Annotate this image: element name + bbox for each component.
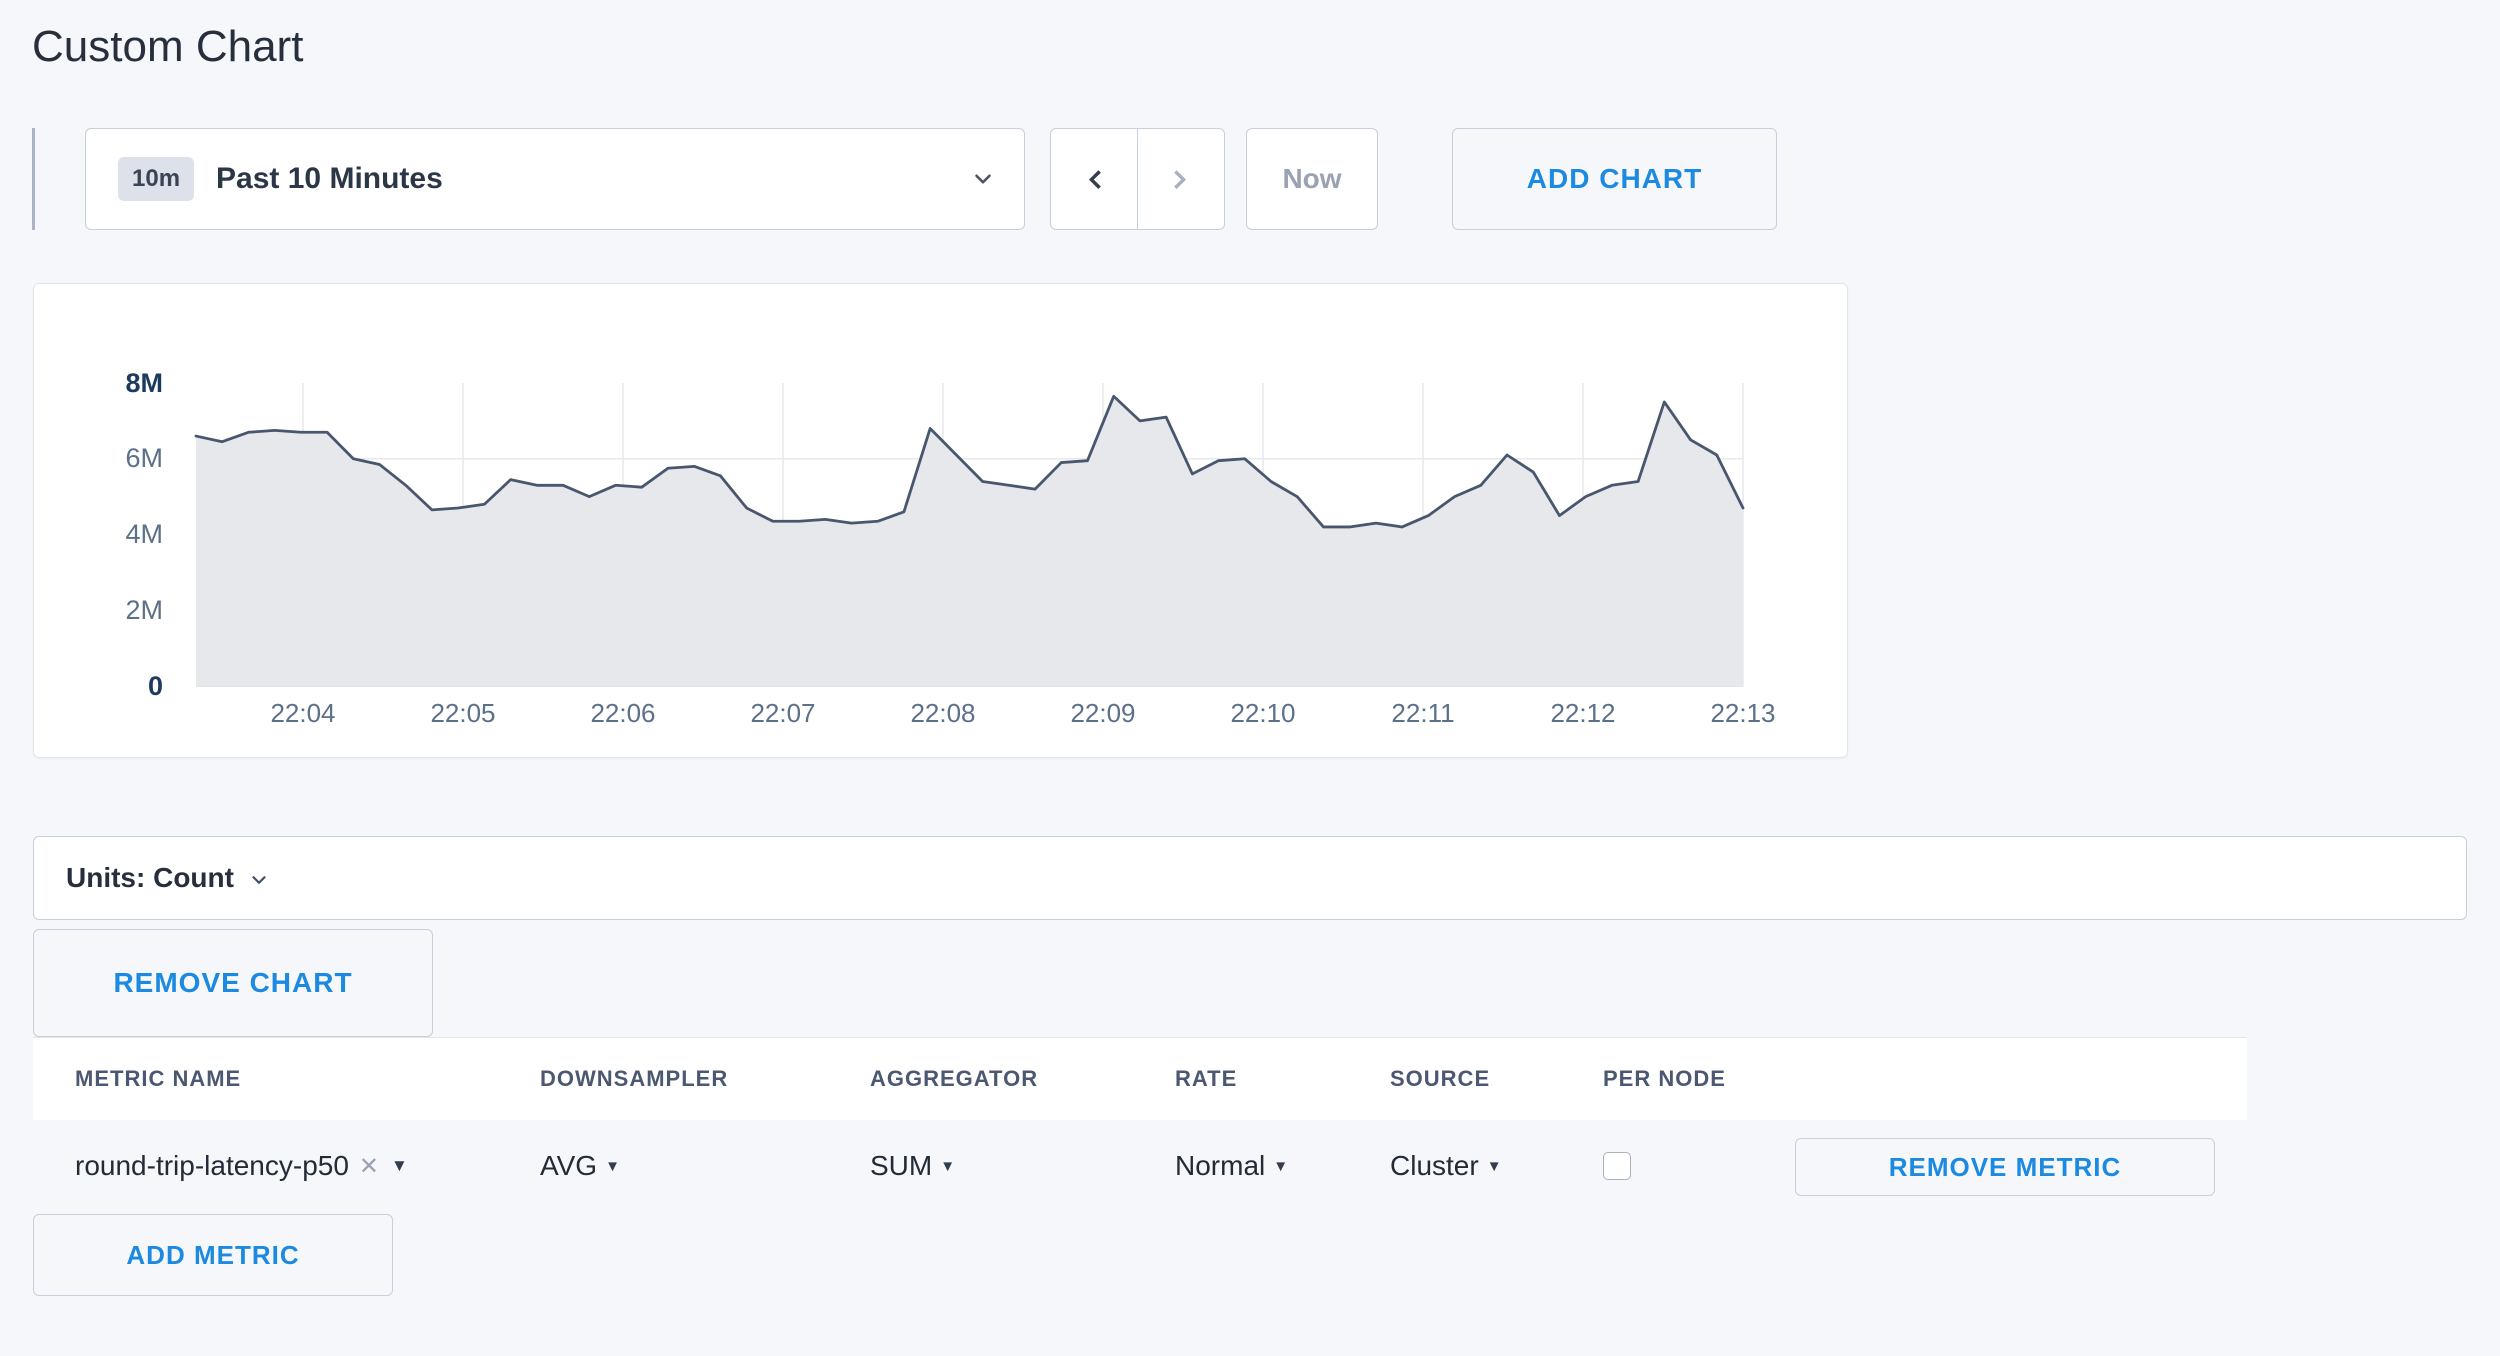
- svg-text:22:11: 22:11: [1391, 698, 1454, 728]
- svg-text:4M: 4M: [125, 519, 163, 549]
- svg-text:22:07: 22:07: [750, 698, 815, 728]
- svg-text:22:08: 22:08: [910, 698, 975, 728]
- svg-text:6M: 6M: [125, 443, 163, 473]
- svg-text:0: 0: [148, 671, 163, 701]
- svg-text:22:12: 22:12: [1550, 698, 1615, 728]
- svg-text:22:05: 22:05: [430, 698, 495, 728]
- svg-text:8M: 8M: [125, 368, 163, 398]
- svg-text:2M: 2M: [125, 595, 163, 625]
- svg-text:22:13: 22:13: [1710, 698, 1775, 728]
- svg-text:22:06: 22:06: [590, 698, 655, 728]
- svg-text:22:10: 22:10: [1230, 698, 1295, 728]
- svg-text:22:09: 22:09: [1070, 698, 1135, 728]
- svg-text:22:04: 22:04: [270, 698, 335, 728]
